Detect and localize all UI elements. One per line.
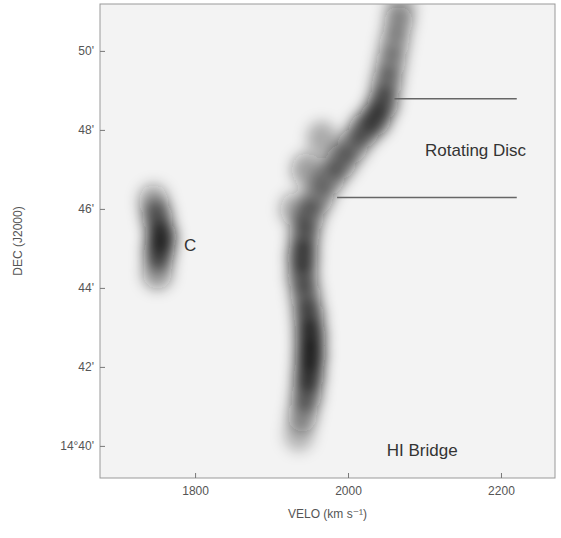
annotation: C (184, 236, 196, 255)
x-tick (195, 473, 196, 478)
x-tick-label: 1800 (182, 484, 209, 498)
x-tick-label: 2000 (335, 484, 362, 498)
annotation-line (337, 197, 517, 199)
x-tick (501, 473, 502, 478)
chart: 1800 2000 2200 14°40' 42' 44' 46' 48' 50' VELO (k… (0, 0, 561, 538)
annotation: Rotating Disc (425, 141, 527, 160)
annotation-line (394, 98, 516, 100)
y-tick-label: 50' (78, 44, 94, 58)
emission-blob (280, 192, 310, 226)
y-tick (100, 446, 105, 447)
x-tick-label: 2200 (488, 484, 515, 498)
y-tick (100, 51, 105, 52)
annotation: HI Bridge (387, 441, 458, 460)
x-axis-title: VELO (km s⁻¹) (288, 507, 367, 521)
y-tick-label: 46' (78, 202, 94, 216)
y-tick-label: 14°40' (60, 439, 94, 453)
y-tick (100, 367, 105, 368)
y-tick-label: 48' (78, 123, 94, 137)
x-tick (348, 473, 349, 478)
y-tick (100, 209, 105, 210)
y-tick (100, 288, 105, 289)
y-tick (100, 130, 105, 131)
y-tick-label: 44' (78, 281, 94, 295)
emission-blob (139, 185, 169, 219)
plot-area (139, 4, 517, 452)
emission-blob (386, 4, 416, 25)
plot-background (100, 4, 555, 478)
emission-blob (307, 121, 337, 155)
plot-frame (100, 4, 555, 478)
emission-blob (291, 153, 321, 187)
emission (139, 4, 416, 452)
y-axis-title: DEC (J2000) (11, 206, 25, 275)
y-tick-label: 42' (78, 360, 94, 374)
